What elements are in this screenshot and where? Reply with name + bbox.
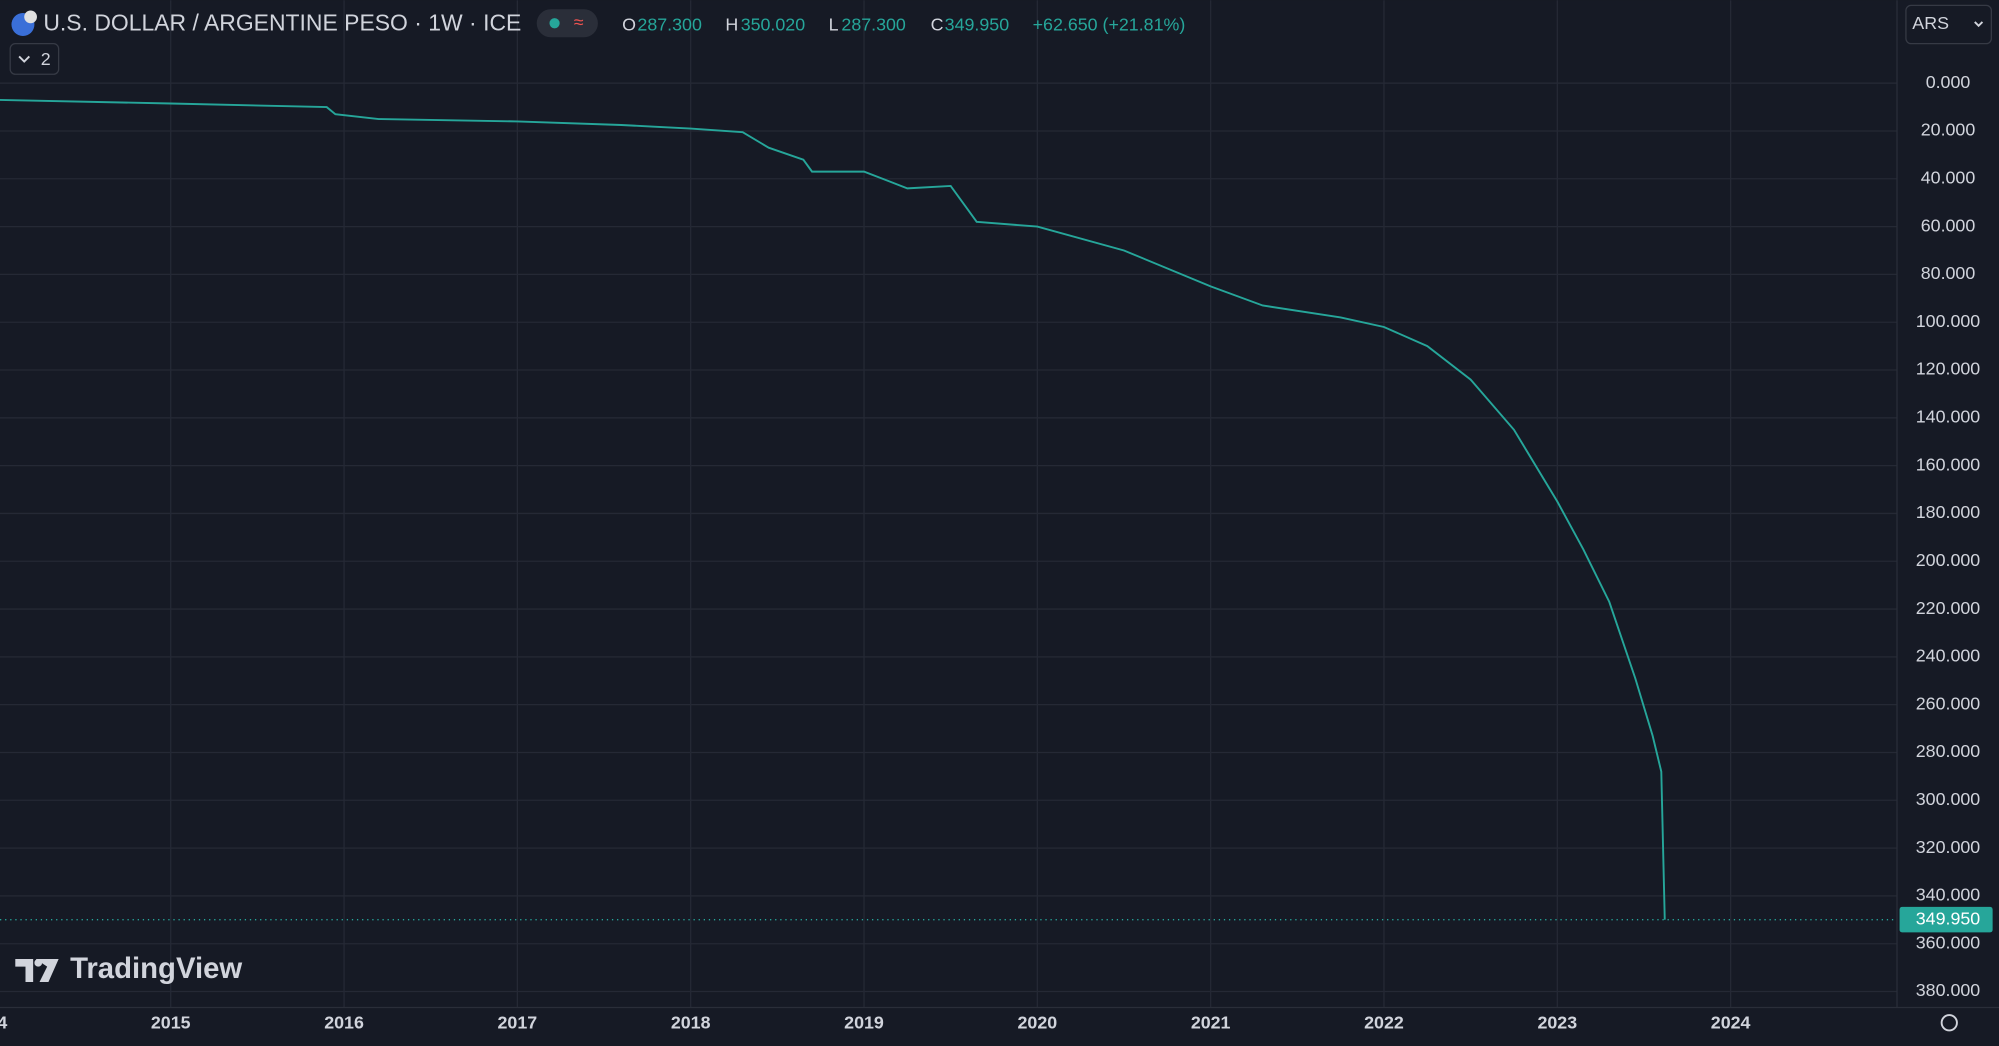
x-tick-label: 2023: [1537, 1013, 1577, 1033]
plot: [0, 99, 1898, 921]
x-tick-label: 2024: [1711, 1013, 1751, 1033]
x-tick-label: 2015: [151, 1013, 191, 1033]
x-tick-label: 2016: [324, 1013, 364, 1033]
last-price-label: 349.950: [1916, 908, 1981, 928]
y-tick-label: 320.000: [1916, 837, 1981, 857]
y-tick-label: 260.000: [1916, 693, 1981, 713]
market-status: [549, 18, 560, 29]
symbol-icon-flag: [24, 10, 37, 24]
price-line: [0, 99, 1666, 920]
ohlc-change: +62.650 (+21.81%): [1033, 15, 1186, 35]
currency-button[interactable]: [1905, 4, 1992, 45]
logo-icon: [15, 959, 59, 982]
x-tick-label: 2018: [671, 1013, 711, 1033]
ohlc-label: O: [622, 15, 636, 35]
logo-dot: [34, 959, 43, 967]
y-tick-label: 200.000: [1916, 550, 1981, 570]
y-tick-label: 380.000: [1916, 980, 1981, 1000]
x-tick-label: 2021: [1191, 1013, 1231, 1033]
y-tick-label: 220.000: [1916, 598, 1981, 618]
watermark: TradingView: [70, 952, 242, 985]
x-tick-label: 2022: [1364, 1013, 1404, 1033]
y-tick-label: 100.000: [1916, 311, 1981, 331]
settings-icon[interactable]: [1940, 1014, 1958, 1032]
y-tick-label: 160.000: [1916, 454, 1981, 474]
ohlc-label: C: [931, 15, 944, 35]
y-tick-label: 300.000: [1916, 789, 1981, 809]
y-tick-label: 120.000: [1916, 359, 1981, 379]
x-tick-label: 2019: [844, 1013, 884, 1033]
grid: [0, 0, 1898, 1008]
status-pill[interactable]: [536, 9, 598, 38]
y-tick-label: 280.000: [1916, 741, 1981, 761]
ohlc-label: L: [829, 15, 839, 35]
y-tick-label: 40.000: [1921, 168, 1976, 188]
y-tick-label: 360.000: [1916, 932, 1981, 952]
ohlc-value: 287.300: [841, 15, 906, 35]
chevron: [1974, 21, 1984, 28]
y-tick-label: 0.000: [1926, 72, 1971, 92]
symbol-title[interactable]: U.S. DOLLAR / ARGENTINE PESO · 1W · ICE: [43, 10, 521, 36]
x-tick-label: 2017: [498, 1013, 538, 1033]
currency-label: ARS: [1912, 13, 1949, 33]
last-price-tag: [1899, 906, 1993, 933]
indicator-count: 2: [41, 49, 51, 69]
y-tick-label: 80.000: [1921, 263, 1976, 283]
ohlc-label: H: [725, 15, 738, 35]
y-tick-label: 180.000: [1916, 502, 1981, 522]
chevron: [18, 55, 30, 63]
delayed-icon: ≈: [574, 12, 584, 32]
indicators-toggle[interactable]: [9, 43, 60, 75]
x-tick-label: 2020: [1017, 1013, 1057, 1033]
y-tick-label: 140.000: [1916, 407, 1981, 427]
y-tick-label: 240.000: [1916, 646, 1981, 666]
y-tick-label: 60.000: [1921, 215, 1976, 235]
ohlc-value: 349.950: [945, 15, 1010, 35]
y-tick-label: 340.000: [1916, 885, 1981, 905]
x-tick-label: 14: [0, 1013, 7, 1033]
y-tick-label: 20.000: [1921, 120, 1976, 140]
ohlc-value: 287.300: [637, 15, 702, 35]
ohlc-value: 350.020: [741, 15, 806, 35]
